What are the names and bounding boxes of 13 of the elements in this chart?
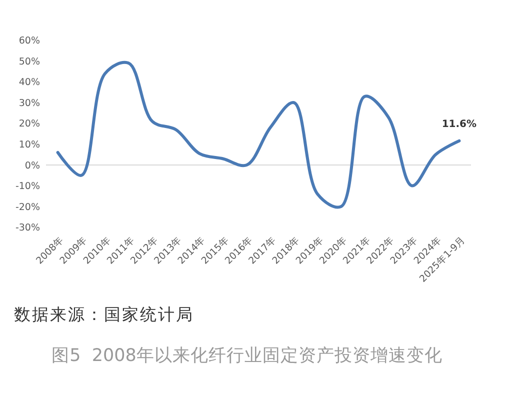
y-tick-label: -20% (15, 202, 40, 213)
y-tick-label: 30% (18, 98, 40, 109)
source-note: 数据来源：国家统计局 (14, 305, 194, 324)
data-label: 11.6% (442, 118, 477, 130)
y-tick-label: 20% (18, 118, 40, 130)
y-tick-label: 40% (18, 77, 40, 88)
y-tick-label: 60% (18, 36, 40, 47)
text: 图5 2008年以来化纤行业固定资产投资增速变化 (52, 345, 442, 366)
y-tick-label: 0% (24, 160, 40, 172)
y-tick-label: 50% (18, 56, 40, 68)
y-tick-label: 10% (18, 140, 40, 151)
y-tick-label: -10% (15, 181, 40, 192)
y-tick-label: -30% (15, 222, 40, 234)
